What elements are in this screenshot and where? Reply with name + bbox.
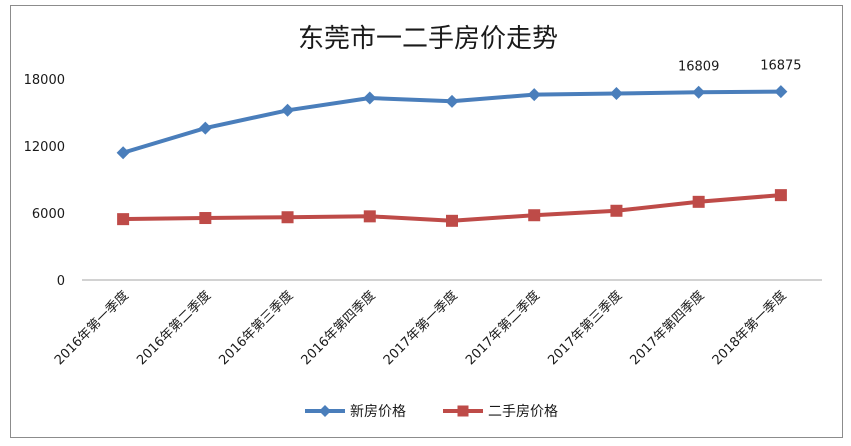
data-point	[774, 85, 788, 99]
data-point	[527, 88, 541, 102]
series-2	[117, 189, 787, 227]
y-tick-label: 12000	[24, 140, 65, 155]
y-axis-ticks: 0 6000 12000 18000	[24, 73, 65, 289]
data-point	[363, 91, 377, 105]
legend-label: 二手房价格	[488, 404, 558, 420]
data-point	[692, 85, 706, 99]
data-label: 16809	[678, 59, 719, 74]
data-point	[609, 87, 623, 101]
legend-label: 新房价格	[350, 404, 406, 420]
series-layer: 16809 16875	[116, 59, 802, 227]
legend-item: 新房价格	[305, 404, 406, 420]
series-1: 16809 16875	[116, 59, 802, 160]
data-point	[116, 146, 130, 160]
data-point	[692, 195, 705, 208]
data-point	[281, 211, 294, 224]
data-point	[363, 210, 376, 223]
legend-marker	[319, 405, 331, 417]
data-point	[774, 189, 787, 202]
data-label: 16875	[760, 59, 801, 74]
legend-marker	[457, 405, 469, 417]
y-tick-label: 18000	[24, 73, 65, 88]
data-point	[445, 94, 459, 108]
y-tick-label: 6000	[32, 207, 65, 222]
chart-title: 东莞市一二手房价走势	[298, 24, 558, 54]
y-tick-label: 0	[57, 274, 65, 289]
data-point	[610, 204, 623, 217]
chart-frame	[10, 5, 843, 438]
data-point	[528, 209, 541, 222]
data-point	[446, 214, 458, 227]
data-point	[281, 103, 295, 117]
data-point	[198, 121, 212, 135]
data-point	[199, 212, 212, 225]
legend-item: 二手房价格	[443, 404, 558, 420]
data-point	[117, 213, 130, 226]
legend: 新房价格 二手房价格	[305, 404, 558, 420]
